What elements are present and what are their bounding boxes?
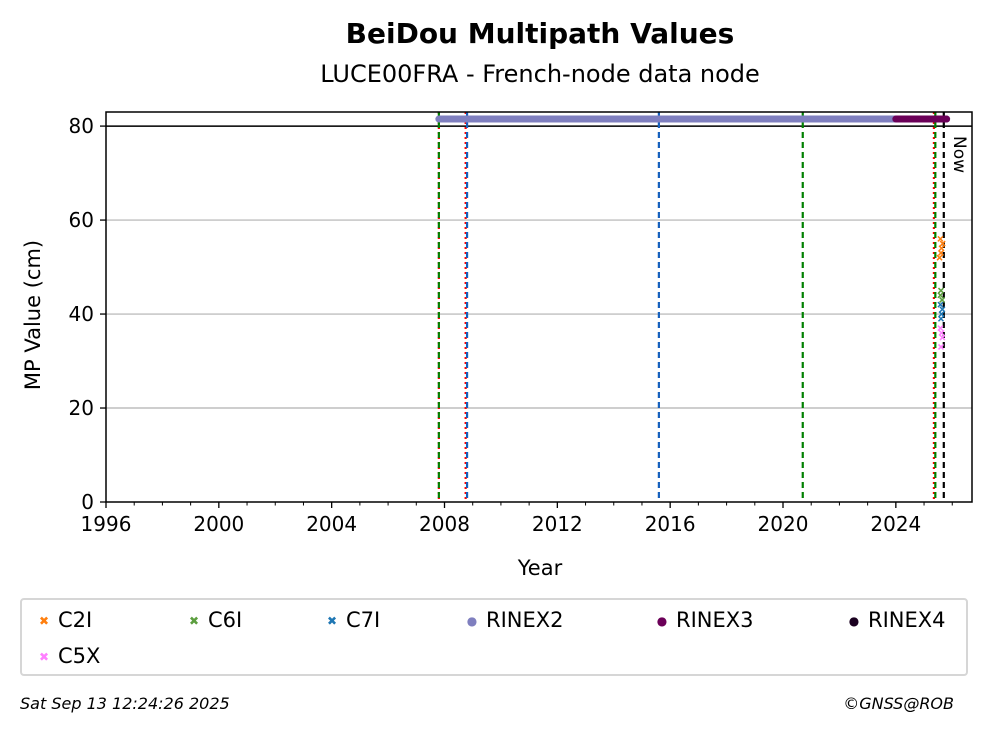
legend-item-c6i: ✖ C6I (184, 608, 242, 633)
legend-item-rinex3: ● RINEX3 (652, 608, 754, 633)
x-marker-icon: ✖ (326, 614, 338, 628)
data-point-c7i (938, 311, 945, 318)
x-marker-icon: ✖ (38, 650, 50, 664)
legend-item-c7i: ✖ C7I (322, 608, 380, 633)
legend-label: C2I (58, 608, 93, 632)
data-point-c2i (936, 254, 943, 261)
x-tick-label: 2016 (645, 512, 696, 536)
footer-timestamp: Sat Sep 13 12:24:26 2025 (20, 694, 230, 713)
x-tick-label: 2000 (193, 512, 244, 536)
chart-canvas: BeiDou Multipath Values LUCE00FRA - Fren… (21, 17, 973, 580)
legend-item-c5x: ✖ C5X (34, 644, 100, 669)
legend-label: RINEX4 (868, 608, 946, 632)
data-point-c2i (937, 235, 944, 242)
y-tick-label: 40 (69, 302, 94, 326)
y-tick-label: 0 (81, 490, 94, 514)
legend-item-rinex4: ● RINEX4 (844, 608, 946, 633)
legend-label: RINEX3 (676, 608, 754, 632)
data-point-c6i (937, 292, 944, 299)
x-axis-label: Year (517, 556, 563, 580)
legend-item-rinex2: ● RINEX2 (462, 608, 564, 633)
dot-marker-icon: ● (656, 614, 668, 628)
now-label: Now (949, 136, 969, 173)
legend-label: RINEX2 (486, 608, 564, 632)
x-tick-label: 2008 (419, 512, 470, 536)
legend-label: C7I (346, 608, 381, 632)
x-tick-label: 2024 (870, 512, 921, 536)
y-axis-label: MP Value (cm) (21, 240, 45, 390)
data-point-c7i (939, 306, 946, 313)
chart-subtitle: LUCE00FRA - French-node data node (320, 60, 760, 88)
chart-title: BeiDou Multipath Values (346, 17, 735, 50)
data-point-c2i (937, 249, 945, 256)
dot-marker-icon: ● (848, 614, 860, 628)
data-point-c6i (937, 287, 945, 294)
legend-item-c2i: ✖ C2I (34, 608, 92, 633)
data-point-c7i (937, 301, 944, 308)
plot-frame (105, 111, 973, 503)
legend: ✖ C2I ✖ C6I ✖ C7I ● RINEX2 ● RINEX3 ● RINEX4 ✖… (20, 598, 968, 676)
x-tick-label: 2012 (532, 512, 583, 536)
data-point-c5x (938, 329, 945, 336)
y-tick-label: 60 (69, 208, 94, 232)
data-point-c5x (939, 334, 946, 341)
plot-area: Now 0 20 40 60 80 1996 2000 2004 2008 2012 2016 2020… (69, 111, 973, 536)
dot-marker-icon: ● (466, 614, 478, 628)
y-tick-label: 80 (69, 114, 94, 138)
x-tick-label: 2020 (758, 512, 809, 536)
data-point-c2i (938, 245, 945, 252)
y-tick-label: 20 (69, 396, 94, 420)
data-point-c7i (937, 315, 945, 322)
data-point-c5x (937, 325, 944, 332)
x-marker-icon: ✖ (38, 614, 50, 628)
footer-credit: ©GNSS@ROB (843, 694, 954, 713)
data-point-c5x (937, 343, 945, 350)
legend-label: C5X (58, 644, 101, 668)
x-tick-label: 2004 (306, 512, 357, 536)
x-marker-icon: ✖ (188, 614, 200, 628)
x-tick-label: 1996 (81, 512, 132, 536)
data-point-c6i (939, 296, 946, 303)
legend-label: C6I (208, 608, 243, 632)
data-point-c2i (939, 240, 946, 247)
